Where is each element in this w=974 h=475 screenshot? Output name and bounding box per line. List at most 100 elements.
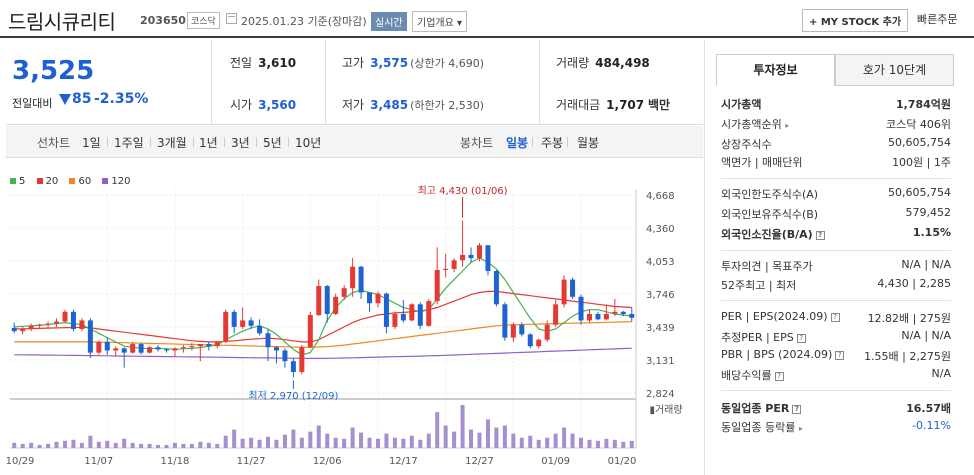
candle-body <box>223 311 229 342</box>
help-icon: ? <box>774 371 784 381</box>
market-cap-row: 시가총액 1,784억원 <box>721 98 951 111</box>
candle-body <box>426 301 432 326</box>
volume-bar <box>621 441 626 448</box>
quick-order-button[interactable]: 빠른주문 <box>917 13 958 26</box>
volume-bar <box>553 433 558 448</box>
candle-body <box>400 313 406 321</box>
volume-bar <box>113 442 118 448</box>
candle-body <box>612 311 618 314</box>
tab-monthly-candle[interactable]: 월봉 <box>577 136 600 150</box>
volume-bar <box>71 439 76 448</box>
volume-bar <box>88 435 93 448</box>
tab-10y[interactable]: 10년 <box>295 136 322 150</box>
prev-close: 전일 3,610 <box>230 56 297 70</box>
x-tick-label: 11/27 <box>237 456 266 467</box>
chart-legend: 5 20 60 120 <box>10 176 139 187</box>
ma120-line <box>14 347 632 359</box>
candle-body <box>553 304 559 325</box>
separator <box>567 137 568 147</box>
candle-body <box>273 347 279 351</box>
foreign-limit-row: 외국인한도주식수(A) 50,605,754 <box>721 186 951 201</box>
candle-body <box>282 350 288 362</box>
legend-ma20: 20 <box>36 176 58 187</box>
candle-body <box>595 313 601 320</box>
basis-date: 2025.01.23 기준(장마감) <box>241 15 367 28</box>
x-tick-label: 12/06 <box>313 456 342 467</box>
tab-5y[interactable]: 5년 <box>263 136 282 150</box>
tab-3y[interactable]: 3년 <box>231 136 250 150</box>
volume-bar <box>494 427 499 448</box>
market-badge: 코스닥 <box>187 12 220 29</box>
volume-bar <box>105 440 110 448</box>
volume-bar <box>511 433 516 448</box>
x-tick-label: 12/27 <box>465 456 494 467</box>
y-tick-label: 4,053 <box>646 257 675 268</box>
candle-body <box>333 296 339 314</box>
volume-bar <box>570 433 575 448</box>
ma20-line <box>14 290 632 343</box>
stock-header: 드림시큐리티 203650 코스닥 2025.01.23 기준(장마감) 실시간… <box>0 0 974 38</box>
market-cap-rank-row: 시가총액순위 ▸ 코스닥 406위 <box>721 118 951 131</box>
candle-body <box>383 293 389 327</box>
volume-bar <box>12 442 17 448</box>
candle-body <box>164 349 169 351</box>
tab-hoga-10[interactable]: 호가 10단계 <box>835 54 954 86</box>
industry-per-row: 동일업종 PER? 16.57배 <box>721 402 951 415</box>
volume-bar <box>164 444 169 448</box>
divider <box>721 390 951 391</box>
candle-body <box>629 313 635 318</box>
candle-body <box>493 271 499 305</box>
candle-body <box>502 304 508 338</box>
candle-body <box>307 315 313 348</box>
candle-body <box>265 333 271 348</box>
y-tick-label: 3,746 <box>646 290 675 301</box>
candle-chart-label: 봉차트 <box>460 136 494 150</box>
candle-body <box>28 325 34 330</box>
volume-bar <box>189 443 194 448</box>
volume-bar <box>147 443 152 448</box>
est-per-row: 추정PER | EPS? N/A | N/A <box>721 329 951 344</box>
candle-body <box>409 304 415 321</box>
chevron-right-icon: ▸ <box>785 121 790 130</box>
volume-bar <box>79 442 84 448</box>
tab-3m[interactable]: 3개월 <box>157 136 187 150</box>
candle-body <box>544 324 550 340</box>
candle-body <box>240 320 246 327</box>
add-mystock-button[interactable]: + MY STOCK 추가 <box>802 9 909 32</box>
company-overview-dropdown[interactable]: 기업개요 ▾ <box>412 11 468 32</box>
candle-body <box>172 348 178 351</box>
company-name: 드림시큐리티 <box>8 10 116 34</box>
volume-bar <box>316 425 321 448</box>
volume: 거래량 484,498 <box>556 56 650 70</box>
y-tick-label: 2,824 <box>646 389 675 400</box>
candle-body <box>206 344 212 347</box>
chart-canvas[interactable]: 4,668 4,360 4,053 3,746 3,439 3,131 2,824 10/29… <box>6 172 703 475</box>
candle-body <box>620 311 626 314</box>
realtime-button[interactable]: 실시간 <box>371 12 407 31</box>
volume-bar <box>130 442 135 448</box>
volume-bar <box>392 437 397 448</box>
tab-1y[interactable]: 1년 <box>199 136 218 150</box>
separator <box>107 137 108 147</box>
separator <box>288 137 289 147</box>
tab-1d[interactable]: 1일 <box>82 136 101 150</box>
divider <box>721 178 951 179</box>
candle-body <box>527 334 533 347</box>
candle-body <box>104 341 110 351</box>
volume-bar <box>282 434 287 448</box>
volume-bar <box>266 436 271 448</box>
tab-1w[interactable]: 1주일 <box>114 136 144 150</box>
tab-weekly-candle[interactable]: 주봉 <box>541 136 564 150</box>
tab-invest-info[interactable]: 투자정보 <box>716 54 835 86</box>
volume-bar <box>536 439 541 448</box>
y-tick-label: 4,360 <box>646 224 675 235</box>
trade-amount: 거래대금 1,707 백만 <box>556 98 671 112</box>
candlestick-chart[interactable]: 5 20 60 120 4,668 4,360 4,053 3,746 3,439 3,1… <box>6 172 703 475</box>
volume-bar <box>325 433 330 448</box>
candle-body <box>70 311 76 330</box>
candle-body <box>62 311 68 322</box>
tab-daily-candle[interactable]: 일봉 <box>506 136 529 150</box>
volume-bar <box>384 433 389 448</box>
volume-bar <box>579 437 584 448</box>
candle-body <box>87 320 93 353</box>
